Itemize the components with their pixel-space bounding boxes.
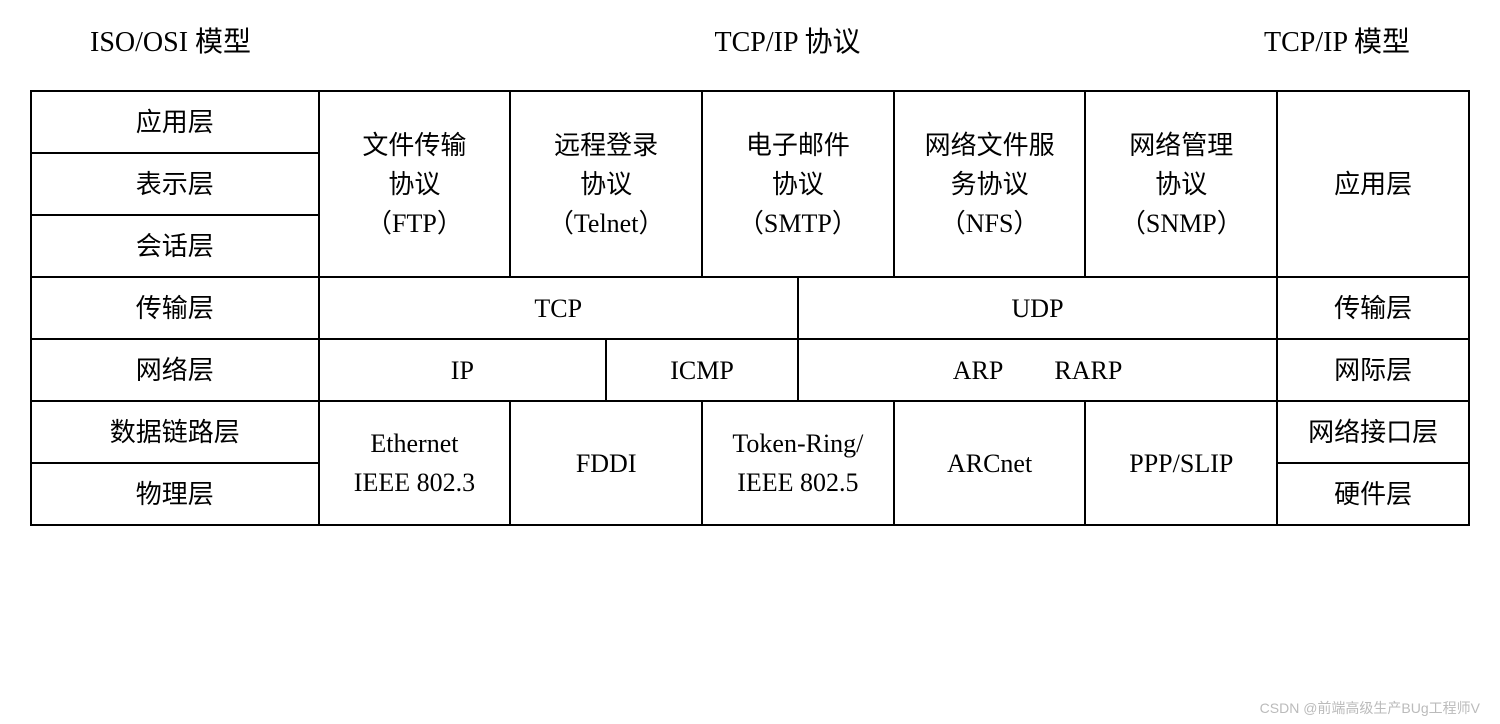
proto-ethernet: Ethernet IEEE 802.3	[319, 401, 511, 525]
osi-transport: 传输层	[31, 277, 319, 339]
osi-application: 应用层	[31, 91, 319, 153]
header-center: TCP/IP 协议	[715, 20, 861, 60]
tcpip-transport: 传输层	[1277, 277, 1469, 339]
tcpip-hardware: 硬件层	[1277, 463, 1469, 525]
proto-icmp: ICMP	[606, 339, 798, 401]
tcpip-application: 应用层	[1277, 91, 1469, 277]
tcpip-network-interface: 网络接口层	[1277, 401, 1469, 463]
proto-pppslip: PPP/SLIP	[1085, 401, 1277, 525]
osi-network: 网络层	[31, 339, 319, 401]
proto-telnet: 远程登录 协议 （Telnet）	[510, 91, 702, 277]
proto-arp-rarp: ARP RARP	[798, 339, 1277, 401]
osi-datalink: 数据链路层	[31, 401, 319, 463]
proto-arcnet: ARCnet	[894, 401, 1086, 525]
osi-presentation: 表示层	[31, 153, 319, 215]
proto-smtp: 电子邮件 协议 （SMTP）	[702, 91, 894, 277]
proto-tokenring: Token-Ring/ IEEE 802.5	[702, 401, 894, 525]
proto-fddi: FDDI	[510, 401, 702, 525]
watermark: CSDN @前端高级生产BUg工程师V	[1260, 698, 1480, 718]
proto-tcp: TCP	[319, 277, 798, 339]
header-right: TCP/IP 模型	[1264, 20, 1410, 60]
osi-tcpip-table: 应用层 文件传输 协议 （FTP） 远程登录 协议 （Telnet） 电子邮件 …	[30, 90, 1470, 526]
osi-session: 会话层	[31, 215, 319, 277]
proto-snmp: 网络管理 协议 （SNMP）	[1085, 91, 1277, 277]
osi-physical: 物理层	[31, 463, 319, 525]
proto-nfs: 网络文件服 务协议 （NFS）	[894, 91, 1086, 277]
proto-ip: IP	[319, 339, 607, 401]
proto-udp: UDP	[798, 277, 1277, 339]
header-left: ISO/OSI 模型	[90, 20, 251, 60]
tcpip-internet: 网际层	[1277, 339, 1469, 401]
column-headers: ISO/OSI 模型 TCP/IP 协议 TCP/IP 模型	[30, 20, 1470, 60]
proto-ftp: 文件传输 协议 （FTP）	[319, 91, 511, 277]
